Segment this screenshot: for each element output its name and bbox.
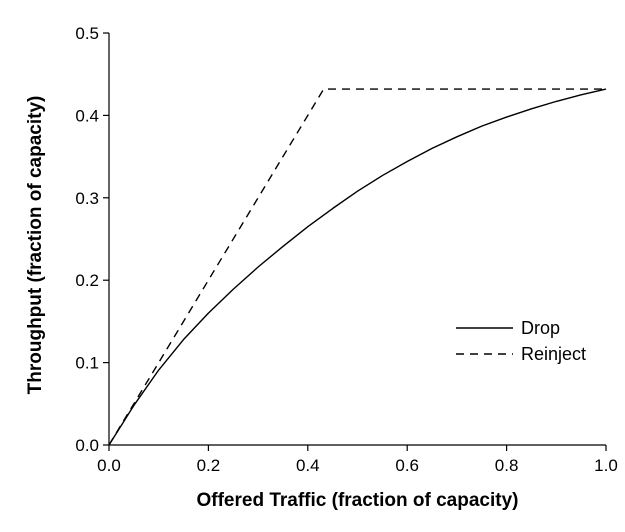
x-tick-label: 1.0 [594, 456, 618, 475]
y-tick-label: 0.4 [75, 106, 99, 125]
x-tick-label: 0.2 [197, 456, 221, 475]
plot-area [108, 88, 607, 446]
legend-label-drop: Drop [521, 318, 560, 338]
y-tick-label: 0.5 [75, 24, 99, 43]
y-axis-label: Throughput (fraction of capacity) [25, 96, 46, 395]
series-line-reinject [108, 88, 606, 446]
y-tick-label: 0.2 [75, 271, 99, 290]
x-tick-label: 0.6 [395, 456, 419, 475]
x-axis-label: Offered Traffic (fraction of capacity) [196, 490, 518, 511]
y-tick-label: 0.1 [75, 354, 99, 373]
y-tick-label: 0.0 [75, 436, 99, 455]
y-tick-label: 0.3 [75, 189, 99, 208]
legend-label-reinject: Reinject [521, 344, 586, 364]
series-line-drop [108, 88, 607, 446]
x-tick-label: 0.0 [97, 456, 121, 475]
axes: 0.0 0.2 0.4 0.6 0.8 1.0 0.0 0.1 0.2 0.3 0.4 0.5 [75, 24, 617, 475]
x-tick-label: 0.8 [495, 456, 519, 475]
legend: Drop Reinject [456, 318, 586, 364]
x-tick-label: 0.4 [296, 456, 320, 475]
